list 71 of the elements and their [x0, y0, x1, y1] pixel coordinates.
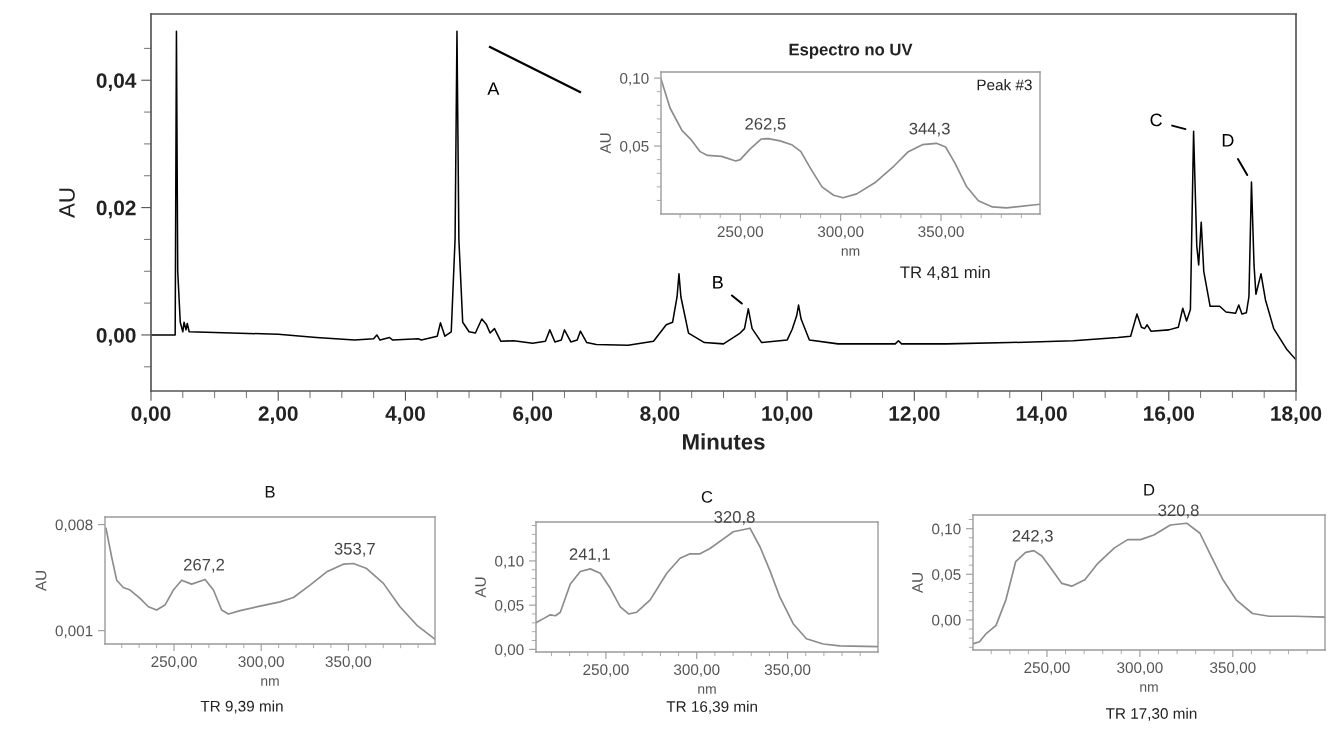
y-axis-title: AU [912, 573, 923, 594]
x-axis-title: nm [261, 678, 279, 686]
y-tick-label: 0,05 [620, 140, 649, 154]
y-tick-label: 0,008 [55, 519, 93, 533]
x-tick-label: 8,00 [640, 406, 680, 424]
annotation: A [487, 82, 500, 95]
x-tick-label: 250,00 [717, 226, 764, 239]
text: TR 17,30 min [1105, 707, 1197, 721]
y-tick-label: 0,00 [96, 327, 136, 346]
y-tick-label: 0,05 [495, 600, 524, 613]
annotation: 353,7 [334, 542, 375, 557]
annotation: 241,1 [569, 548, 610, 562]
y-tick-label: 0,10 [620, 72, 649, 86]
x-tick-label: 300,00 [673, 664, 720, 677]
y-tick-label: 0,04 [96, 73, 137, 91]
y-axis-title: AU [35, 571, 47, 592]
y-tick-label: 0,05 [932, 569, 961, 582]
annotation: 320,8 [1158, 504, 1199, 519]
y-axis-title: AU [600, 133, 611, 154]
x-tick-label: 12,00 [889, 406, 940, 424]
x-tick-label: 300,00 [817, 226, 864, 239]
x-tick-label: 350,00 [764, 664, 811, 677]
x-axis-title: nm [841, 248, 860, 256]
annotation: 262,5 [745, 117, 786, 132]
y-tick-label: 0,10 [932, 523, 961, 537]
x-axis-title: nm [1140, 684, 1158, 692]
x-tick-label: 300,00 [238, 656, 284, 669]
chart-title: C [701, 490, 713, 503]
y-axis-title: AU [475, 577, 486, 598]
x-tick-label: 350,00 [325, 656, 372, 669]
x-tick-label: 14,00 [1016, 406, 1067, 424]
x-axis-title: nm [698, 686, 716, 694]
text: TR 9,39 min [200, 700, 283, 714]
x-tick-label: 2,00 [258, 406, 298, 424]
x-axis-title: Minutes [683, 433, 765, 450]
x-tick-label: 250,00 [1024, 662, 1070, 675]
x-tick-label: 4,00 [385, 406, 425, 424]
x-tick-label: 18,00 [1271, 406, 1322, 424]
x-tick-label: 350,00 [918, 226, 964, 239]
y-tick-label: 0,02 [96, 200, 136, 219]
y-tick-label: 0,00 [932, 614, 961, 628]
chart-title: Espectro no UV [789, 43, 913, 59]
x-tick-label: 6,00 [513, 406, 553, 424]
y-tick-label: 0,001 [55, 625, 93, 639]
x-tick-label: 10,00 [762, 406, 813, 424]
annotation: D [1222, 134, 1234, 147]
annotation: 267,2 [184, 558, 225, 573]
y-axis-title: AU [59, 188, 75, 218]
annotation: 242,3 [1012, 529, 1053, 544]
line-series [151, 30, 1296, 361]
annotation: 344,3 [909, 122, 950, 137]
annotation: B [713, 276, 723, 289]
annotation: C [1150, 113, 1162, 127]
x-tick-label: 350,00 [1210, 662, 1256, 675]
line-series [973, 522, 1325, 645]
annotation: Peak #3 [977, 79, 1032, 91]
y-tick-label: 0,10 [495, 555, 524, 569]
line-series [661, 78, 1040, 209]
x-tick-label: 250,00 [151, 656, 197, 669]
line-series [105, 527, 435, 641]
x-tick-label: 16,00 [1144, 406, 1194, 424]
text: TR 16,39 min [666, 700, 757, 714]
chart-title: D [1144, 484, 1155, 496]
chart-title: B [265, 486, 275, 498]
annotation: TR 4,81 min [900, 265, 990, 281]
x-tick-label: 250,00 [583, 664, 629, 677]
annotation: 320,8 [714, 511, 755, 525]
x-tick-label: 0,00 [131, 406, 171, 424]
line-series [536, 527, 878, 648]
x-tick-label: 300,00 [1117, 662, 1163, 675]
y-tick-label: 0,00 [495, 644, 524, 657]
